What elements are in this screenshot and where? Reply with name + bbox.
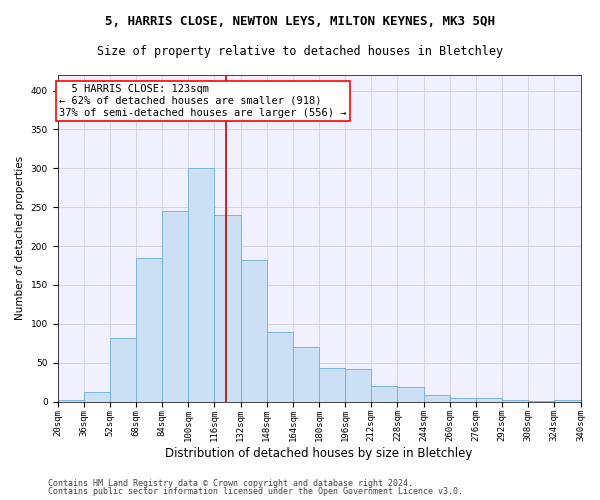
Bar [293, 347, 319, 402]
Text: Contains public sector information licensed under the Open Government Licence v3: Contains public sector information licen… [48, 487, 463, 496]
Bar [424, 394, 450, 402]
Bar [502, 400, 528, 402]
Bar [162, 211, 188, 402]
Bar [345, 369, 371, 402]
Text: 5, HARRIS CLOSE, NEWTON LEYS, MILTON KEYNES, MK3 5QH: 5, HARRIS CLOSE, NEWTON LEYS, MILTON KEY… [105, 15, 495, 28]
Bar [267, 332, 293, 402]
Bar [136, 258, 162, 402]
Y-axis label: Number of detached properties: Number of detached properties [15, 156, 25, 320]
Bar [110, 338, 136, 402]
X-axis label: Distribution of detached houses by size in Bletchley: Distribution of detached houses by size … [166, 447, 473, 460]
Bar [83, 392, 110, 402]
Bar [371, 386, 397, 402]
Bar [397, 387, 424, 402]
Bar [214, 215, 241, 402]
Text: Size of property relative to detached houses in Bletchley: Size of property relative to detached ho… [97, 45, 503, 58]
Bar [319, 368, 345, 402]
Bar [450, 398, 476, 402]
Bar [476, 398, 502, 402]
Bar [528, 401, 554, 402]
Text: 5 HARRIS CLOSE: 123sqm
← 62% of detached houses are smaller (918)
37% of semi-de: 5 HARRIS CLOSE: 123sqm ← 62% of detached… [59, 84, 347, 117]
Bar [58, 400, 83, 402]
Bar [554, 400, 581, 402]
Bar [241, 260, 267, 402]
Text: Contains HM Land Registry data © Crown copyright and database right 2024.: Contains HM Land Registry data © Crown c… [48, 478, 413, 488]
Bar [188, 168, 214, 402]
